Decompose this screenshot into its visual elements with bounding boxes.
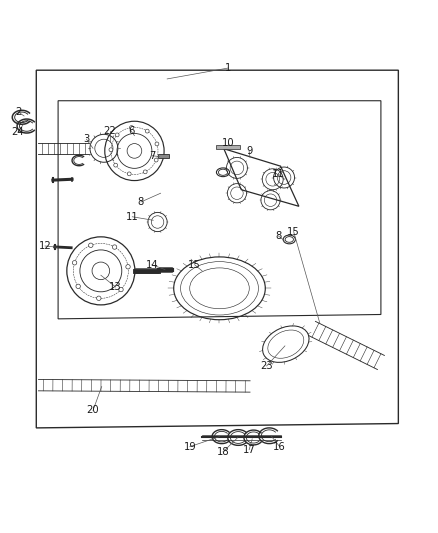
Text: 11: 11	[126, 212, 138, 222]
Text: 16: 16	[273, 442, 286, 451]
Circle shape	[112, 245, 117, 249]
Circle shape	[127, 172, 131, 176]
Text: 18: 18	[216, 447, 229, 457]
Circle shape	[143, 170, 147, 174]
Text: 20: 20	[86, 406, 99, 415]
Text: 14: 14	[145, 260, 158, 270]
FancyBboxPatch shape	[216, 145, 240, 149]
Text: 24: 24	[12, 127, 24, 137]
Text: 15: 15	[188, 260, 201, 270]
Text: 17: 17	[242, 445, 255, 455]
Text: 2: 2	[15, 107, 21, 117]
Circle shape	[109, 148, 113, 152]
Text: 9: 9	[245, 147, 252, 156]
FancyBboxPatch shape	[157, 155, 169, 158]
Text: 13: 13	[109, 282, 122, 292]
Text: 23: 23	[260, 361, 272, 371]
Circle shape	[154, 158, 158, 162]
Text: 19: 19	[183, 442, 196, 451]
Text: 6: 6	[128, 126, 134, 136]
Text: 15: 15	[286, 227, 299, 237]
Text: 3: 3	[83, 134, 89, 144]
Circle shape	[76, 284, 80, 288]
Text: 10: 10	[221, 139, 234, 149]
Circle shape	[88, 243, 93, 247]
Text: 8: 8	[138, 197, 144, 207]
Text: 22: 22	[103, 126, 116, 136]
Circle shape	[145, 129, 149, 133]
Text: 7: 7	[148, 151, 155, 161]
Circle shape	[113, 163, 117, 167]
Text: 11: 11	[272, 169, 284, 179]
Circle shape	[155, 142, 159, 146]
Circle shape	[96, 296, 101, 301]
Circle shape	[129, 126, 133, 130]
Circle shape	[119, 287, 123, 292]
Text: 1: 1	[225, 63, 231, 73]
Circle shape	[72, 261, 77, 265]
Circle shape	[115, 133, 119, 137]
Text: 8: 8	[275, 231, 281, 241]
Circle shape	[126, 264, 130, 269]
Text: 12: 12	[39, 241, 51, 251]
